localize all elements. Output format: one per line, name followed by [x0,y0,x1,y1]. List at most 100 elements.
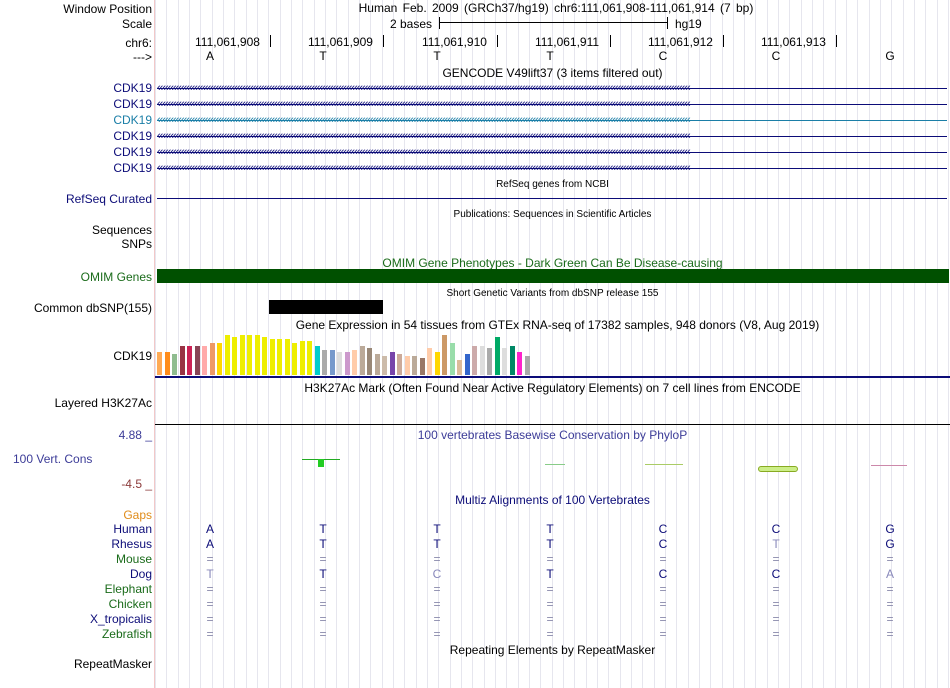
multiz-track-title[interactable]: Multiz Alignments of 100 Vertebrates [455,493,650,507]
gencode-item-label[interactable]: CDK19 [113,161,152,175]
gtex-tissue-bar[interactable] [382,356,387,375]
gtex-tissue-bar[interactable] [284,339,290,375]
gtex-tissue-bar[interactable] [164,352,170,375]
gtex-bar-chart[interactable] [157,333,537,375]
gtex-tissue-bar[interactable] [232,337,237,375]
phylop-label[interactable]: 100 Vert. Cons [13,452,93,466]
grid-line [393,0,394,688]
gtex-tissue-bar[interactable] [427,348,432,375]
multiz-species-label[interactable]: Dog [129,567,152,581]
gtex-tissue-bar[interactable] [464,354,470,375]
gtex-tissue-bar[interactable] [262,337,267,375]
gtex-tissue-bar[interactable] [367,348,372,375]
refseq-feature-line[interactable] [157,198,947,199]
gencode-feature-line[interactable] [157,120,947,121]
multiz-species-label[interactable]: Chicken [108,597,152,611]
gtex-tissue-bar[interactable] [374,354,380,375]
dbsnp-label[interactable]: Common dbSNP(155) [33,301,152,315]
gencode-feature-line[interactable] [157,168,947,169]
gtex-tissue-bar[interactable] [322,350,327,375]
gencode-strand-arrows: ‹‹‹‹‹‹‹‹‹‹‹‹‹‹‹‹‹‹‹‹‹‹‹‹‹‹‹‹‹‹‹‹‹‹‹‹‹‹‹‹… [157,132,691,141]
h3k27ac-label[interactable]: Layered H3K27Ac [54,396,152,410]
gtex-tissue-bar[interactable] [254,335,260,375]
omim-track-title[interactable]: OMIM Gene Phenotypes - Dark Green Can Be… [382,256,723,270]
gtex-tissue-bar[interactable] [479,346,485,375]
multiz-base: = [886,597,894,611]
gtex-tissue-bar[interactable] [442,335,447,375]
gtex-tissue-bar[interactable] [389,352,395,375]
gtex-tissue-bar[interactable] [209,343,215,375]
snps-label[interactable]: SNPs [121,237,152,251]
gtex-tissue-bar[interactable] [337,352,342,375]
gtex-tissue-bar[interactable] [239,335,245,375]
gtex-tissue-bar[interactable] [344,352,350,375]
gencode-item-label[interactable]: CDK19 [113,145,152,159]
gtex-tissue-bar[interactable] [404,356,410,375]
gtex-tissue-bar[interactable] [307,341,312,375]
gencode-feature-line[interactable] [157,88,947,89]
gencode-item-label[interactable]: CDK19 [113,81,152,95]
refseq-label[interactable]: RefSeq Curated [65,192,152,206]
gtex-label[interactable]: CDK19 [113,349,152,363]
gencode-feature-line[interactable] [157,104,947,105]
gtex-tissue-bar[interactable] [494,337,500,375]
gtex-tissue-bar[interactable] [509,346,515,375]
repeatmasker-label[interactable]: RepeatMasker [73,657,152,671]
gtex-tissue-bar[interactable] [472,346,477,375]
phylop-track-title[interactable]: 100 vertebrates Basewise Conservation by… [417,428,688,442]
gtex-tissue-bar[interactable] [187,346,192,375]
gtex-tissue-bar[interactable] [269,339,275,375]
gencode-feature-line[interactable] [157,136,947,137]
gtex-tissue-bar[interactable] [397,354,402,375]
gtex-tissue-bar[interactable] [449,343,455,375]
gtex-tissue-bar[interactable] [434,352,440,375]
multiz-species-label[interactable]: Mouse [115,552,152,566]
multiz-species-label[interactable]: Zebrafish [101,627,152,641]
multiz-species-label[interactable]: X_tropicalis [89,612,152,626]
gtex-tissue-bar[interactable] [517,352,522,375]
gtex-tissue-bar[interactable] [247,335,252,375]
gtex-tissue-bar[interactable] [224,335,230,375]
gtex-tissue-bar[interactable] [217,343,222,375]
omim-label[interactable]: OMIM Genes [80,270,152,284]
gencode-item-label[interactable]: CDK19 [113,129,152,143]
grid-line [880,0,881,688]
gtex-tissue-bar[interactable] [457,360,462,375]
gtex-tissue-bar[interactable] [524,356,530,375]
publications-track-title[interactable]: Publications: Sequences in Scientific Ar… [453,209,652,220]
gtex-tissue-bar[interactable] [299,341,305,375]
gtex-tissue-bar[interactable] [419,358,425,375]
gtex-tissue-bar[interactable] [172,354,177,375]
multiz-species-label[interactable]: Elephant [104,582,152,596]
omim-feature-bar[interactable] [157,269,949,283]
gtex-tissue-bar[interactable] [157,352,162,375]
gtex-tissue-bar[interactable] [202,346,207,375]
dbsnp-track-title[interactable]: Short Genetic Variants from dbSNP releas… [446,288,659,299]
phylop-min: -4.5 _ [121,477,152,491]
publications-label[interactable]: Sequences [91,223,152,237]
gtex-tissue-bar[interactable] [277,339,282,375]
h3k27ac-track-title[interactable]: H3K27Ac Mark (Often Found Near Active Re… [304,381,801,395]
multiz-species-label[interactable]: Human [113,522,152,536]
gencode-feature-line[interactable] [157,152,947,153]
scale-value: 2 bases [390,17,433,31]
gtex-tissue-bar[interactable] [314,346,320,375]
multiz-species-label[interactable]: Rhesus [111,537,152,551]
gtex-tissue-bar[interactable] [194,346,200,375]
gtex-tissue-bar[interactable] [412,356,417,375]
dbsnp-variant-bar[interactable] [269,300,383,314]
gtex-tissue-bar[interactable] [359,346,365,375]
gtex-tissue-bar[interactable] [352,350,357,375]
gtex-tissue-bar[interactable] [329,350,335,375]
gtex-tissue-bar[interactable] [292,343,297,375]
repeatmasker-track-title[interactable]: Repeating Elements by RepeatMasker [449,643,656,657]
gtex-tissue-bar[interactable] [179,346,185,375]
gencode-track-title[interactable]: GENCODE V49lift37 (3 items filtered out) [442,66,663,80]
gencode-item-label[interactable]: CDK19 [113,113,152,127]
gencode-item-label[interactable]: CDK19 [113,97,152,111]
gtex-tissue-bar[interactable] [487,348,492,375]
gtex-track-title[interactable]: Gene Expression in 54 tissues from GTEx … [295,318,820,332]
grid-line [699,0,700,688]
refseq-track-title[interactable]: RefSeq genes from NCBI [496,179,609,190]
gtex-tissue-bar[interactable] [502,348,507,375]
